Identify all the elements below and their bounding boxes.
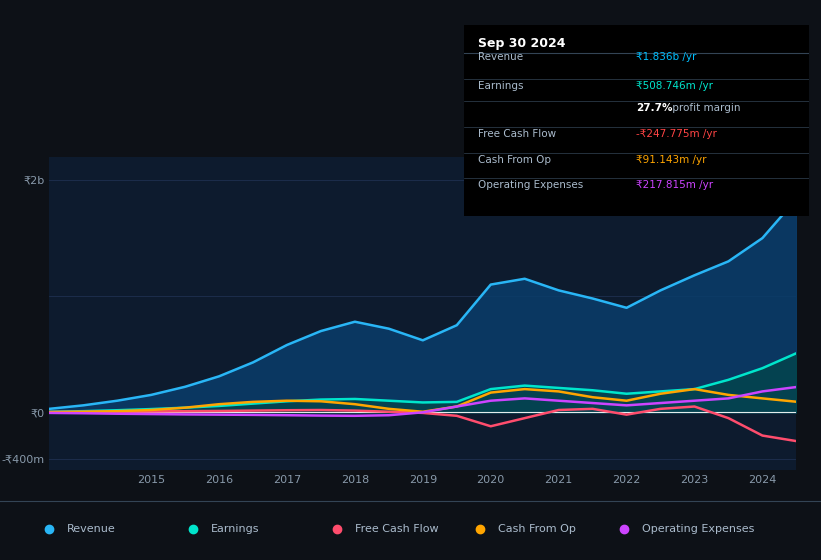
Text: 27.7%: 27.7% [636, 103, 672, 113]
Text: Revenue: Revenue [478, 52, 523, 62]
Text: ₹217.815m /yr: ₹217.815m /yr [636, 180, 713, 190]
Text: Revenue: Revenue [67, 524, 116, 534]
Text: -₹247.775m /yr: -₹247.775m /yr [636, 129, 718, 139]
Text: Free Cash Flow: Free Cash Flow [478, 129, 556, 139]
Text: ₹91.143m /yr: ₹91.143m /yr [636, 155, 707, 165]
Text: Free Cash Flow: Free Cash Flow [355, 524, 438, 534]
Text: Cash From Op: Cash From Op [498, 524, 576, 534]
Text: profit margin: profit margin [669, 103, 741, 113]
Text: Earnings: Earnings [211, 524, 259, 534]
Text: ₹1.836b /yr: ₹1.836b /yr [636, 52, 697, 62]
Text: Operating Expenses: Operating Expenses [478, 180, 583, 190]
Text: ₹508.746m /yr: ₹508.746m /yr [636, 81, 713, 91]
Text: Cash From Op: Cash From Op [478, 155, 551, 165]
Text: Operating Expenses: Operating Expenses [642, 524, 754, 534]
Text: Sep 30 2024: Sep 30 2024 [478, 36, 565, 50]
Text: Earnings: Earnings [478, 81, 523, 91]
